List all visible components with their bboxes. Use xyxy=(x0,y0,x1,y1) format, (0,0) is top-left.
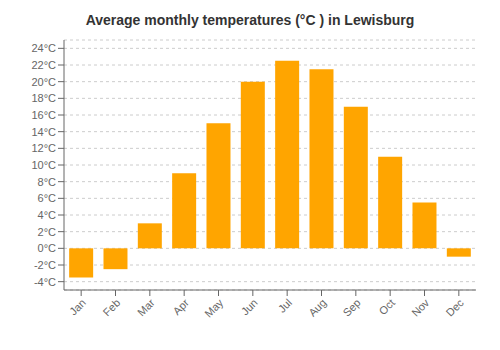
svg-text:Apr: Apr xyxy=(171,296,192,317)
svg-text:Jul: Jul xyxy=(276,296,294,314)
svg-text:18°C: 18°C xyxy=(31,92,56,104)
svg-text:Jan: Jan xyxy=(67,296,88,317)
svg-text:6°C: 6°C xyxy=(38,192,57,204)
svg-text:10°C: 10°C xyxy=(31,159,56,171)
svg-text:22°C: 22°C xyxy=(31,59,56,71)
svg-text:Jun: Jun xyxy=(239,296,260,317)
svg-text:Dec: Dec xyxy=(443,296,466,319)
svg-text:May: May xyxy=(202,296,226,320)
svg-text:-2°C: -2°C xyxy=(34,259,56,271)
svg-text:0°C: 0°C xyxy=(38,242,57,254)
svg-text:4°C: 4°C xyxy=(38,209,57,221)
svg-text:12°C: 12°C xyxy=(31,142,56,154)
svg-text:Feb: Feb xyxy=(101,296,123,318)
svg-text:16°C: 16°C xyxy=(31,109,56,121)
svg-text:14°C: 14°C xyxy=(31,126,56,138)
svg-text:Mar: Mar xyxy=(135,296,157,318)
svg-text:-4°C: -4°C xyxy=(34,276,56,288)
html-text:Average monthly temperatures (: Average monthly temperatures (°C ) in Le… xyxy=(85,12,415,28)
svg-text:2°C: 2°C xyxy=(38,226,57,238)
svg-text:Oct: Oct xyxy=(377,296,398,317)
svg-text:24°C: 24°C xyxy=(31,42,56,54)
svg-text:Nov: Nov xyxy=(409,296,432,319)
svg-text:Sep: Sep xyxy=(340,296,362,318)
svg-text:20°C: 20°C xyxy=(31,76,56,88)
svg-text:Aug: Aug xyxy=(306,296,328,318)
svg-text:8°C: 8°C xyxy=(38,176,57,188)
